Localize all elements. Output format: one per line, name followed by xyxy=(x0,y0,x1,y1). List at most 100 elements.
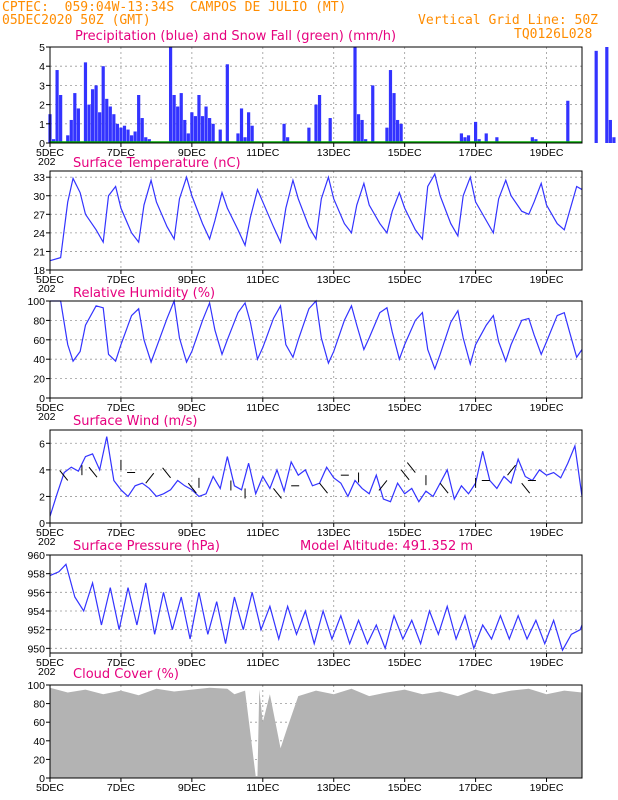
cloud-cover-panel: 0 20 40 60 80 100 5DEC 7DEC 9DEC 11DEC 13DEC 15DEC 1… xyxy=(27,667,583,794)
precip-bar xyxy=(73,93,77,143)
precip-bar xyxy=(197,95,201,143)
precip-bar xyxy=(353,47,357,143)
humidity-panel: 0 20 40 60 80 100 5DEC 7DEC 9DEC 11DEC 13DEC 15DEC 1… xyxy=(27,286,583,423)
x-tick-label: 5DEC xyxy=(36,147,64,159)
x-tick-label: 9DEC xyxy=(178,527,206,539)
pressure-title: Surface Pressure (hPa) xyxy=(73,539,220,554)
humidity-frame xyxy=(49,300,583,399)
x-tick-label: 15DEC xyxy=(388,527,422,539)
x-tick-label: 7DEC xyxy=(107,274,135,286)
precip-bar xyxy=(208,118,212,143)
humidity-series-line xyxy=(50,298,583,371)
x-year-label: 202 xyxy=(38,156,56,168)
precip-bar xyxy=(495,137,499,143)
precipitation-panel: 0 1 2 3 4 5 5DEC 7DEC 9DEC 11DEC 13DEC 15DEC 17DEC 19… xyxy=(36,29,616,168)
precip-bar xyxy=(392,93,396,143)
y-tick-label: 18 xyxy=(33,265,45,277)
y-tick-label: 2 xyxy=(39,100,45,112)
x-tick-label: 17DEC xyxy=(459,147,493,159)
x-tick-label: 7DEC xyxy=(107,402,135,414)
precip-bar xyxy=(225,64,229,143)
wind-series-line xyxy=(49,436,583,517)
y-tick-label: 956 xyxy=(27,587,45,599)
precip-bar xyxy=(566,100,570,143)
precip-bar xyxy=(183,119,187,143)
precip-bar xyxy=(239,108,244,143)
wind-vector-arrow xyxy=(400,469,410,481)
precip-bar xyxy=(364,139,368,143)
precip-bar xyxy=(190,112,194,143)
y-tick-label: 4 xyxy=(39,465,45,477)
x-tick-label: 7DEC xyxy=(107,657,135,669)
precip-bar xyxy=(112,114,116,143)
x-year-label: 202 xyxy=(38,411,56,423)
precip-bar xyxy=(144,137,148,143)
y-tick-label: 30 xyxy=(33,191,45,203)
header-title: CPTEC: 059:04W-13:34S CAMPOS DE JULIO (M… xyxy=(2,0,347,15)
temperature-title: Surface Temperature (nC) xyxy=(73,156,241,171)
wind-vector-arrow xyxy=(521,482,531,494)
precip-bar xyxy=(90,89,95,143)
precip-bar xyxy=(176,106,180,143)
x-tick-label: 5DEC xyxy=(36,274,64,286)
y-tick-label: 0 xyxy=(39,773,45,785)
wind-vector-arrow xyxy=(507,464,516,476)
y-tick-label: 0 xyxy=(39,518,45,530)
precip-bar xyxy=(459,133,464,143)
precip-bar xyxy=(204,106,208,143)
precip-bar xyxy=(608,119,612,143)
x-tick-label: 19DEC xyxy=(530,527,564,539)
precip-bar xyxy=(66,135,70,143)
precip-bar xyxy=(168,47,173,143)
wind-vector-arrow xyxy=(59,470,69,481)
precip-bar xyxy=(126,129,130,143)
x-tick-label: 19DEC xyxy=(530,402,564,414)
pressure-frame xyxy=(49,554,583,654)
precip-bar xyxy=(218,129,222,143)
x-tick-label: 9DEC xyxy=(178,147,206,159)
x-tick-label: 11DEC xyxy=(246,274,279,286)
x-tick-label: 5DEC xyxy=(36,527,64,539)
temperature-frame xyxy=(49,170,583,271)
precip-bar xyxy=(115,123,119,143)
precip-bar xyxy=(371,85,375,143)
y-tick-label: 1 xyxy=(39,119,45,131)
precip-bar xyxy=(399,123,403,143)
precip-bar xyxy=(193,116,198,143)
wind-vector-arrow xyxy=(406,462,416,473)
y-tick-label: 954 xyxy=(27,606,45,618)
x-tick-label: 11DEC xyxy=(246,527,279,539)
pressure-panel: 950 952 954 956 958 960 5DEC 7DEC 9DEC 11DEC 13DEC… xyxy=(27,539,583,678)
y-tick-label: 24 xyxy=(33,228,45,240)
y-tick-label: 80 xyxy=(33,699,45,711)
y-tick-label: 21 xyxy=(33,246,45,258)
precip-bar xyxy=(55,70,59,143)
wind-vector-arrow xyxy=(439,482,449,494)
temperature-series-line xyxy=(49,172,583,262)
x-tick-label: 19DEC xyxy=(530,147,564,159)
x-tick-label: 9DEC xyxy=(178,657,206,669)
wind-vector-arrow xyxy=(273,488,282,499)
precip-bar xyxy=(534,139,538,143)
cloud-cover-area xyxy=(50,687,582,778)
precip-bar xyxy=(129,135,134,143)
precip-bar xyxy=(236,133,240,143)
y-tick-label: 20 xyxy=(33,754,45,766)
x-tick-label: 19DEC xyxy=(530,657,564,669)
wind-vector-arrow xyxy=(319,482,328,494)
precip-bar xyxy=(477,139,481,143)
y-tick-label: 100 xyxy=(27,680,45,692)
x-tick-label: 11DEC xyxy=(246,147,279,159)
y-tick-label: 60 xyxy=(33,335,45,347)
x-tick-label: 17DEC xyxy=(459,782,493,794)
y-tick-label: 950 xyxy=(27,643,45,655)
precip-bar xyxy=(385,127,389,143)
y-tick-label: 960 xyxy=(27,550,45,562)
wind-vector-arrow xyxy=(378,480,388,491)
y-tick-label: 0 xyxy=(39,138,45,150)
precip-bar xyxy=(147,139,151,143)
x-tick-label: 17DEC xyxy=(459,527,493,539)
wind-frame xyxy=(49,429,583,524)
y-tick-label: 5 xyxy=(39,42,45,54)
